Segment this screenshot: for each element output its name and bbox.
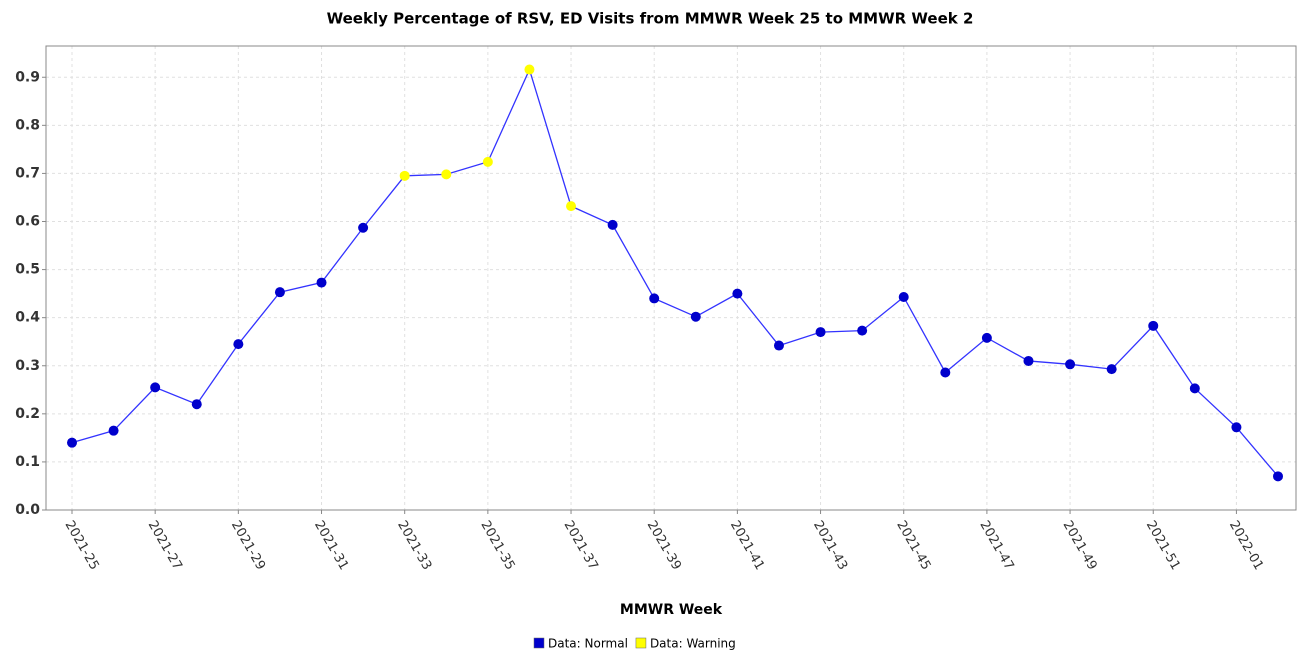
y-tick-label: 0.5	[15, 262, 40, 278]
data-point	[1189, 383, 1200, 394]
data-line	[71, 67, 1279, 477]
chart-title: Weekly Percentage of RSV, ED Visits from…	[327, 10, 974, 28]
data-point	[940, 367, 951, 378]
data-point	[815, 327, 826, 338]
data-point	[441, 169, 452, 180]
data-point	[233, 339, 244, 350]
data-point	[607, 219, 618, 230]
y-tick-label: 0.1	[15, 454, 40, 470]
legend: Data: Normal Data: Warning	[533, 637, 736, 651]
plot-frame	[45, 45, 1297, 511]
data-point	[1023, 355, 1034, 366]
data-point	[1065, 359, 1076, 370]
data-point	[191, 399, 202, 410]
data-point	[649, 293, 660, 304]
data-point	[1231, 422, 1242, 433]
data-point	[108, 425, 119, 436]
y-tick-label: 0.0	[15, 502, 40, 518]
legend-label: Data: Warning	[650, 637, 736, 651]
y-tick-label: 0.9	[15, 69, 40, 85]
data-point	[482, 156, 493, 167]
data-point	[274, 287, 285, 298]
legend-swatch	[635, 637, 647, 649]
data-point	[732, 288, 743, 299]
data-point	[690, 311, 701, 322]
data-point	[316, 277, 327, 288]
y-tick-label: 0.8	[15, 117, 40, 133]
data-point	[898, 291, 909, 302]
data-point	[67, 437, 77, 448]
y-tick-label: 0.2	[15, 406, 40, 422]
y-tick-label: 0.7	[15, 165, 40, 181]
data-point	[399, 170, 410, 181]
y-tick-label: 0.6	[15, 214, 40, 230]
data-point	[857, 325, 868, 336]
data-point	[358, 222, 369, 233]
data-point	[773, 340, 784, 351]
data-point	[1106, 364, 1117, 375]
legend-label: Data: Normal	[548, 637, 628, 651]
data-point	[1148, 320, 1159, 331]
y-tick-label: 0.3	[15, 358, 40, 374]
legend-swatch	[533, 637, 545, 649]
data-point	[524, 64, 535, 75]
data-point	[1273, 471, 1283, 482]
x-axis-label: MMWR Week	[620, 602, 723, 618]
data-point	[150, 382, 161, 393]
y-tick-label: 0.4	[15, 310, 40, 326]
data-point	[981, 332, 992, 343]
data-point	[566, 201, 577, 212]
